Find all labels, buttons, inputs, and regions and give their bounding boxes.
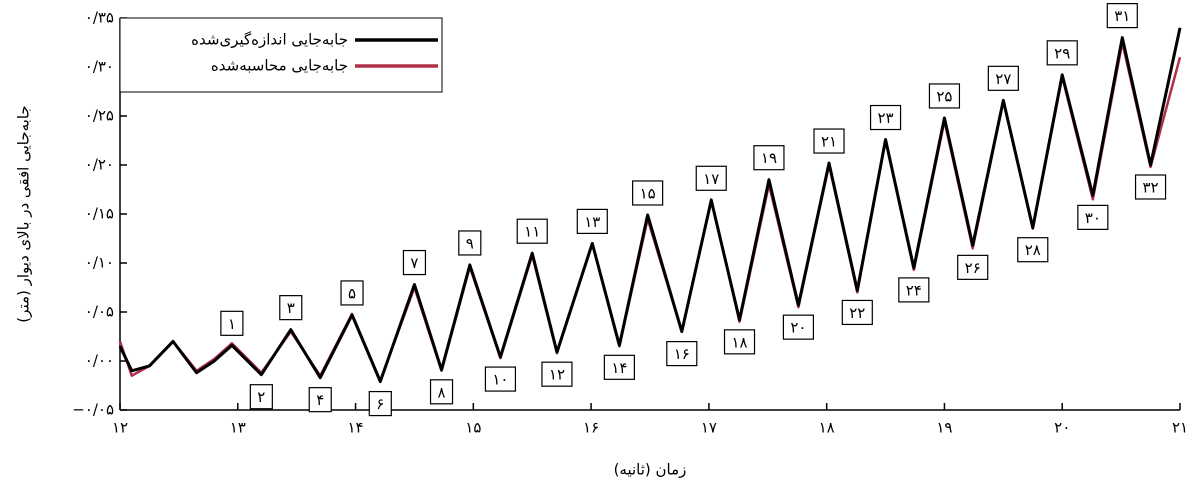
annotation-box — [368, 390, 392, 417]
y-tick-label: ۰/۳۰ — [85, 58, 114, 76]
annotation-box — [1106, 2, 1138, 29]
x-tick-label: ۲۱ — [1172, 419, 1188, 437]
annotation-label: ۲۳ — [877, 109, 893, 127]
annotation-label: ۱۱ — [524, 223, 540, 241]
annotation-box — [279, 295, 303, 321]
annotation-label: ۱۵ — [640, 184, 656, 202]
annotation-box — [603, 354, 635, 380]
annotation-box — [402, 249, 427, 276]
annotation-box — [516, 218, 548, 244]
annotation-box — [841, 299, 873, 326]
annotation-box — [458, 230, 482, 256]
annotation-box — [898, 277, 930, 303]
annotation-label: ۶ — [376, 395, 384, 413]
annotation-box — [484, 366, 517, 392]
annotation-label: ۲۶ — [965, 259, 981, 277]
x-tick-label: ۱۲ — [112, 419, 128, 437]
annotation-label: ۳۲ — [1142, 179, 1158, 197]
x-tick-label: ۱۸ — [819, 419, 835, 437]
y-tick-label: −۰/۰۵ — [72, 401, 114, 419]
annotation-label: ۱۰ — [492, 371, 508, 389]
y-tick-label: ۰/۰۰ — [85, 352, 114, 370]
annotation-box — [308, 387, 332, 413]
annotation-box — [782, 314, 815, 340]
annotation-label: ۱۴ — [611, 359, 627, 377]
annotation-label: ۲۸ — [1025, 241, 1041, 259]
annotation-label: ۲۴ — [906, 281, 922, 299]
annotation-box — [249, 384, 273, 410]
annotation-label: ۲۱ — [821, 133, 837, 151]
annotation-label: ۹ — [466, 234, 474, 252]
annotation-box — [340, 280, 364, 306]
x-tick-label: ۱۵ — [465, 419, 481, 437]
annotation-label: ۲۷ — [995, 70, 1011, 88]
annotation-label: ۷ — [410, 254, 418, 272]
legend-label: جابه‌جایی اندازه‌گیری‌شده — [191, 31, 348, 49]
annotation-label: ۳۱ — [1114, 7, 1130, 25]
x-tick-label: ۱۶ — [583, 419, 599, 437]
annotation-box — [1017, 237, 1049, 263]
series-line — [118, 27, 1182, 384]
annotation-label: ۱۲ — [549, 366, 565, 384]
annotation-box — [220, 310, 244, 336]
annotation-box — [813, 128, 845, 154]
y-tick-label: ۰/۱۵ — [85, 205, 114, 223]
x-axis-label: زمان (ثانیه) — [614, 461, 687, 479]
x-tick-label: ۱۴ — [347, 419, 363, 437]
annotation-box — [1134, 174, 1167, 200]
x-tick-label: ۱۹ — [936, 419, 952, 437]
y-tick-label: ۰/۲۰ — [85, 156, 114, 174]
annotation-label: ۱ — [228, 315, 236, 333]
annotation-box — [723, 329, 756, 355]
x-tick-label: ۱۷ — [701, 419, 717, 437]
annotation-label: ۱۷ — [703, 170, 719, 188]
annotation-label: ۳۰ — [1085, 209, 1101, 227]
annotation-box — [753, 145, 785, 171]
series-line — [118, 41, 1182, 382]
y-tick-label: ۰/۲۵ — [85, 107, 114, 125]
annotation-label: ۳ — [287, 299, 295, 317]
annotation-box — [928, 83, 961, 109]
annotation-label: ۲۵ — [936, 87, 952, 105]
y-tick-label: ۰/۳۵ — [85, 9, 114, 27]
legend-box — [119, 17, 443, 93]
annotation-label: ۲۹ — [1054, 44, 1070, 62]
annotation-box — [957, 254, 989, 280]
annotation-box — [541, 361, 573, 387]
y-tick-label: ۰/۰۵ — [85, 303, 114, 321]
annotation-label: ۱۳ — [584, 213, 600, 231]
annotation-label: ۲۰ — [790, 319, 806, 337]
y-axis-label: جابه‌جایی افقی در بالای دیوار (متر) — [15, 105, 33, 322]
y-tick-label: ۰/۱۰ — [85, 254, 114, 272]
annotation-label: ۸ — [438, 383, 446, 401]
annotation-box — [429, 379, 454, 405]
x-tick-label: ۱۳ — [230, 419, 246, 437]
legend-label: جابه‌جایی محاسبه‌شده — [211, 57, 348, 75]
annotation-box — [695, 165, 727, 191]
annotation-box — [632, 180, 664, 206]
annotation-box — [1046, 40, 1078, 66]
annotation-label: ۱۹ — [761, 149, 777, 167]
annotation-label: ۴ — [316, 391, 324, 409]
annotation-label: ۱۸ — [731, 333, 747, 351]
x-tick-label: ۲۰ — [1054, 419, 1070, 437]
annotation-label: ۲ — [257, 388, 265, 406]
annotation-label: ۲۲ — [849, 304, 865, 322]
annotation-box — [1077, 204, 1109, 230]
annotation-box — [666, 341, 698, 367]
annotation-label: ۱۶ — [674, 345, 690, 363]
annotation-box — [987, 65, 1019, 91]
annotation-box — [869, 104, 902, 131]
annotation-label: ۵ — [348, 284, 356, 302]
annotation-box — [576, 208, 608, 234]
